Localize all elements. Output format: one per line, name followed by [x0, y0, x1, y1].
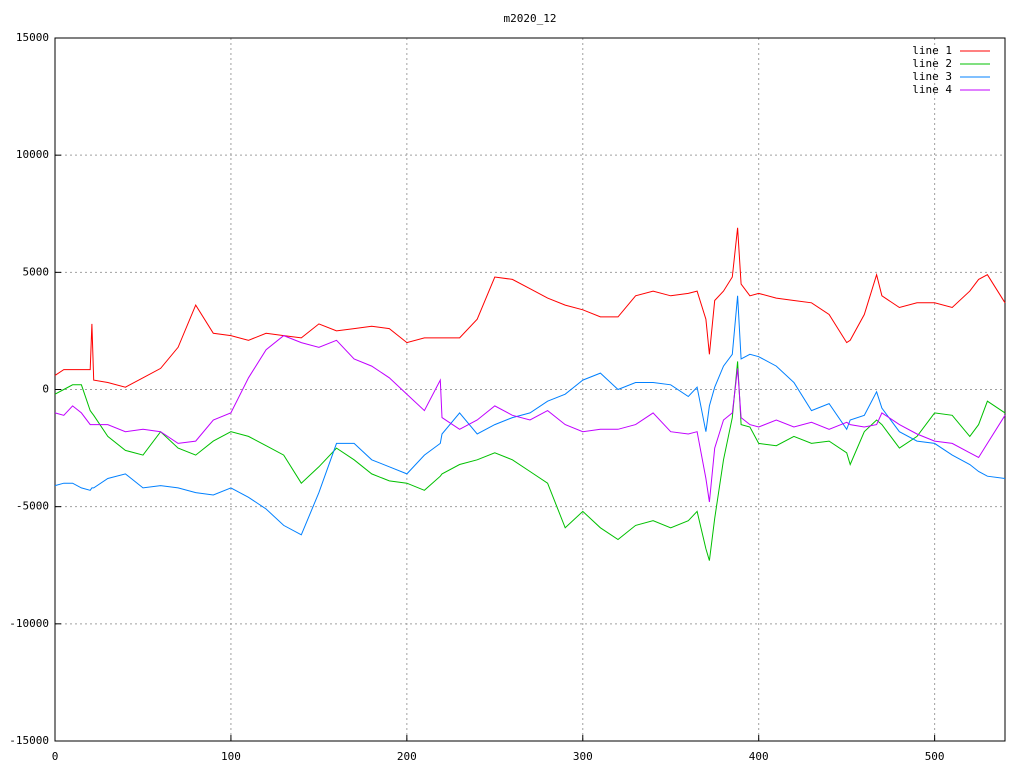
legend-label: line 4: [912, 83, 952, 96]
y-tick-label: -10000: [9, 617, 49, 630]
series-line: [54, 295, 1006, 536]
y-tick-label: -5000: [16, 500, 49, 513]
series-line: [54, 361, 1006, 561]
plot-frame: [54, 37, 1006, 742]
y-tick-label: 5000: [23, 265, 50, 278]
x-tick-label: 300: [573, 750, 593, 763]
legend-label: line 1: [912, 44, 952, 57]
x-tick-label: 500: [925, 750, 945, 763]
x-tick-label: 400: [749, 750, 769, 763]
y-tick-label: 10000: [16, 148, 49, 161]
x-tick-label: 0: [52, 750, 59, 763]
chart-title: m2020_12: [504, 12, 557, 25]
legend-label: line 2: [912, 57, 952, 70]
x-tick-label: 100: [221, 750, 241, 763]
y-tick-label: 0: [42, 383, 49, 396]
y-tick-label: 15000: [16, 31, 49, 44]
y-tick-label: -15000: [9, 734, 49, 747]
legend-label: line 3: [912, 70, 952, 83]
series-line: [54, 227, 1006, 388]
series-line: [54, 335, 1006, 503]
x-tick-label: 200: [397, 750, 417, 763]
